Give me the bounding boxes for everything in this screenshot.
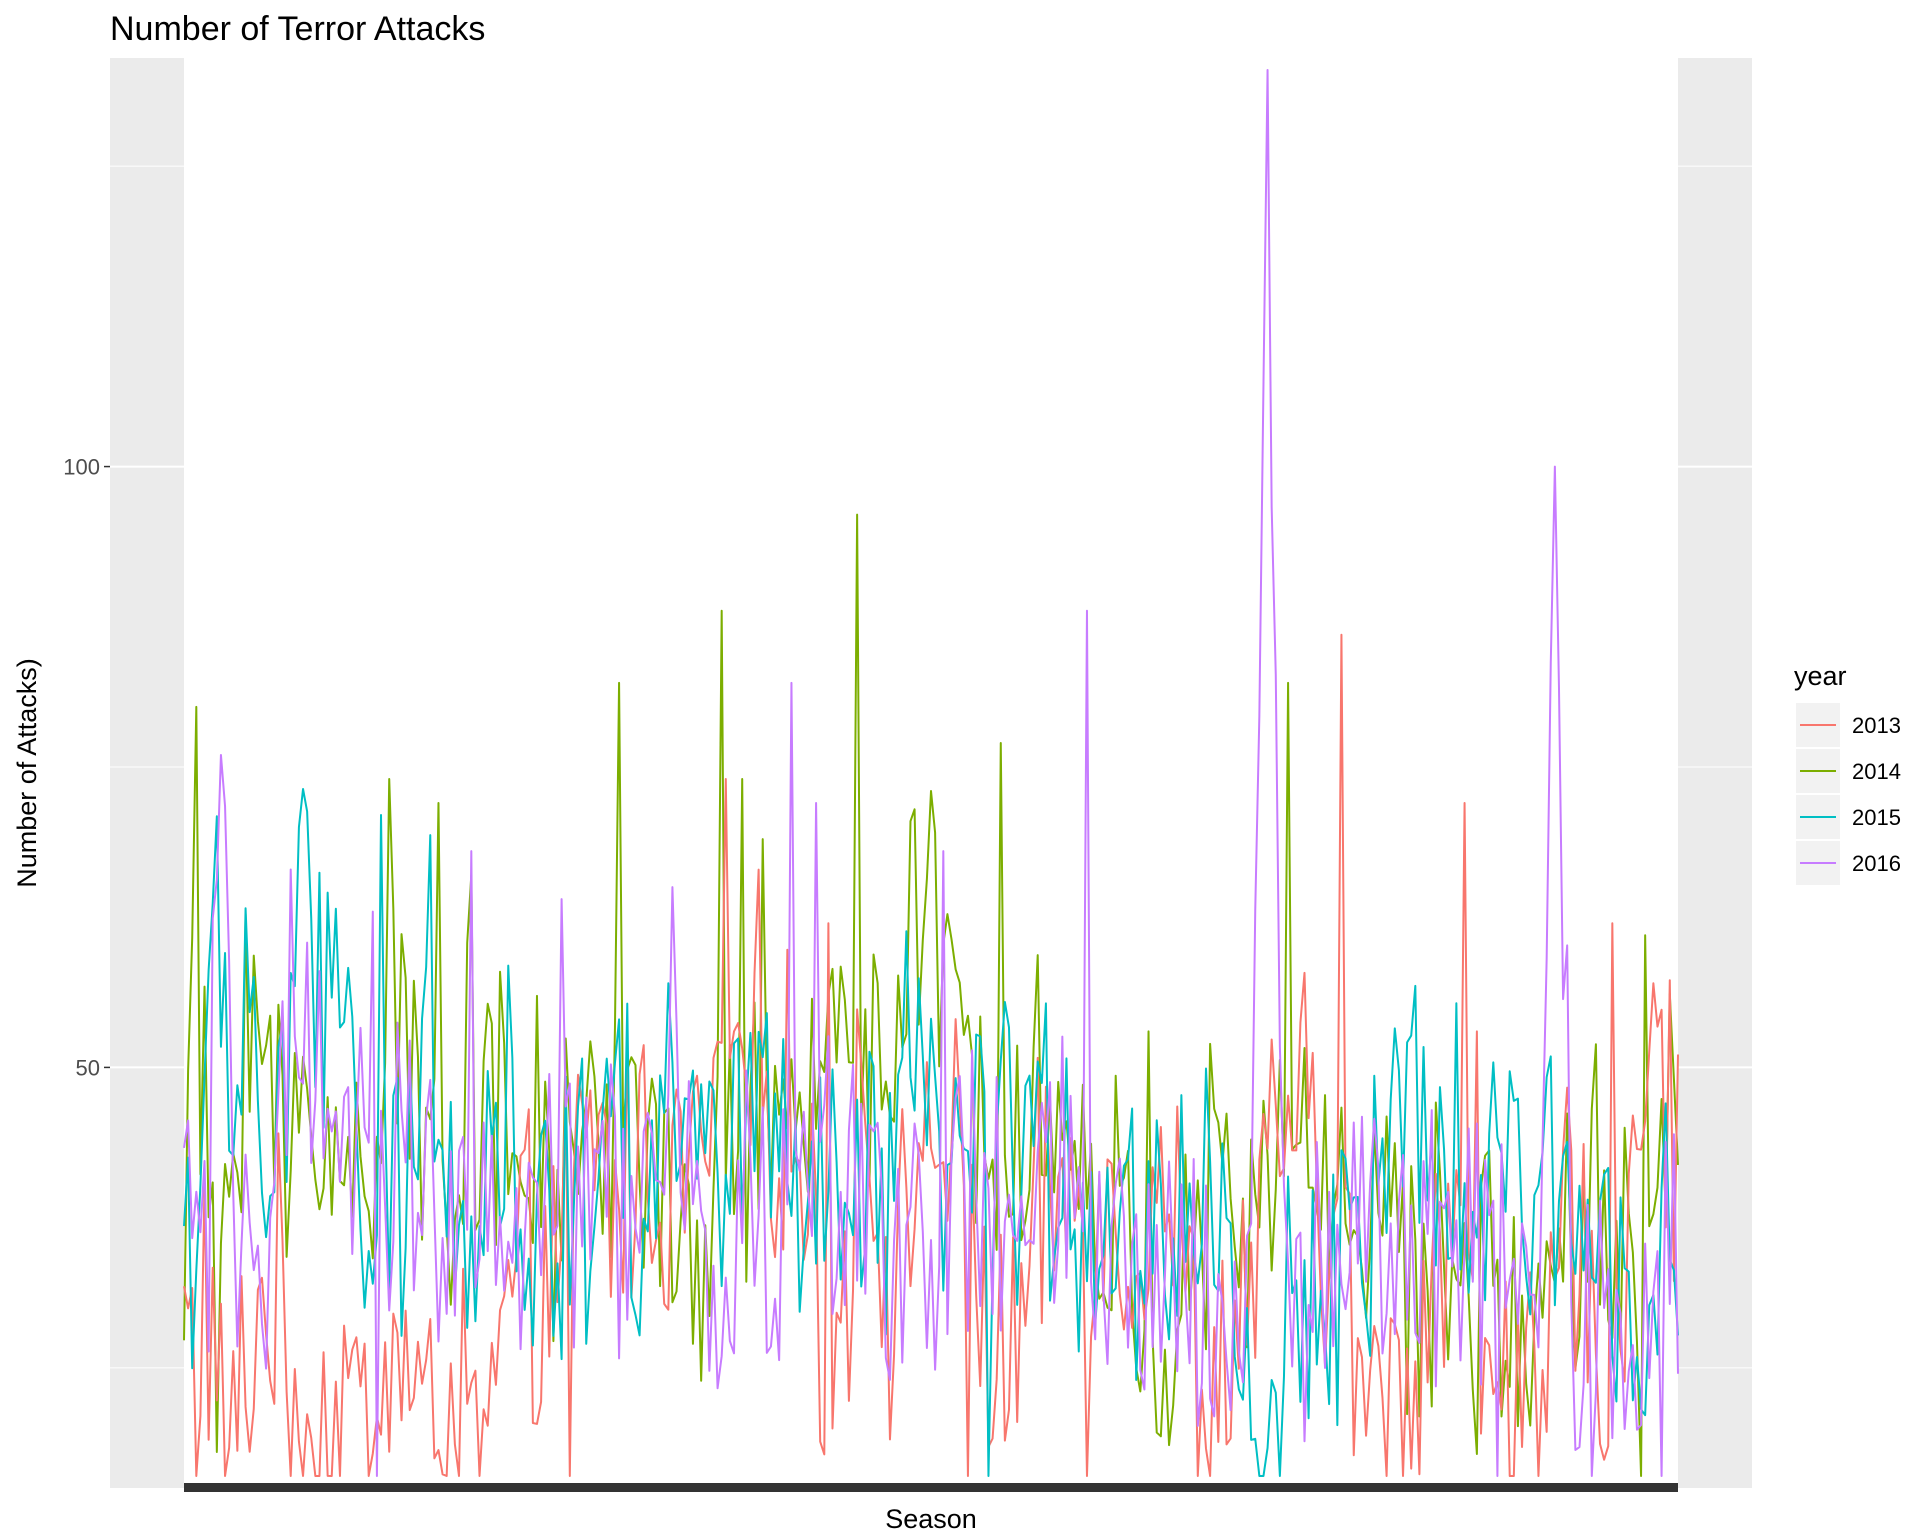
legend: year 2013 2014 2015 2016 — [1794, 661, 1901, 885]
legend-label-2015: 2015 — [1852, 805, 1901, 830]
legend-label-2014: 2014 — [1852, 759, 1901, 784]
legend-label-2013: 2013 — [1852, 713, 1901, 738]
y-tick-label-50: 50 — [76, 1055, 100, 1080]
y-axis-title: Number of Attacks) — [12, 658, 42, 888]
legend-item-2014: 2014 — [1796, 749, 1901, 793]
x-axis-band — [184, 1483, 1678, 1492]
legend-item-2016: 2016 — [1796, 841, 1901, 885]
legend-items: 2013 2014 2015 2016 — [1796, 703, 1901, 885]
legend-item-2013: 2013 — [1796, 703, 1901, 747]
legend-item-2015: 2015 — [1796, 795, 1901, 839]
legend-label-2016: 2016 — [1852, 851, 1901, 876]
y-tick-label-100: 100 — [63, 455, 100, 480]
y-tick-labels: 50 100 — [63, 455, 110, 1080]
x-axis-title: Season — [885, 1504, 977, 1534]
series-layer — [183, 69, 1679, 1477]
series-line-2013 — [183, 633, 1679, 1477]
series-line-2016 — [183, 69, 1679, 1477]
x-gridline-band — [184, 58, 1678, 1488]
chart-title: Number of Terror Attacks — [110, 10, 485, 48]
legend-title: year — [1794, 661, 1847, 691]
